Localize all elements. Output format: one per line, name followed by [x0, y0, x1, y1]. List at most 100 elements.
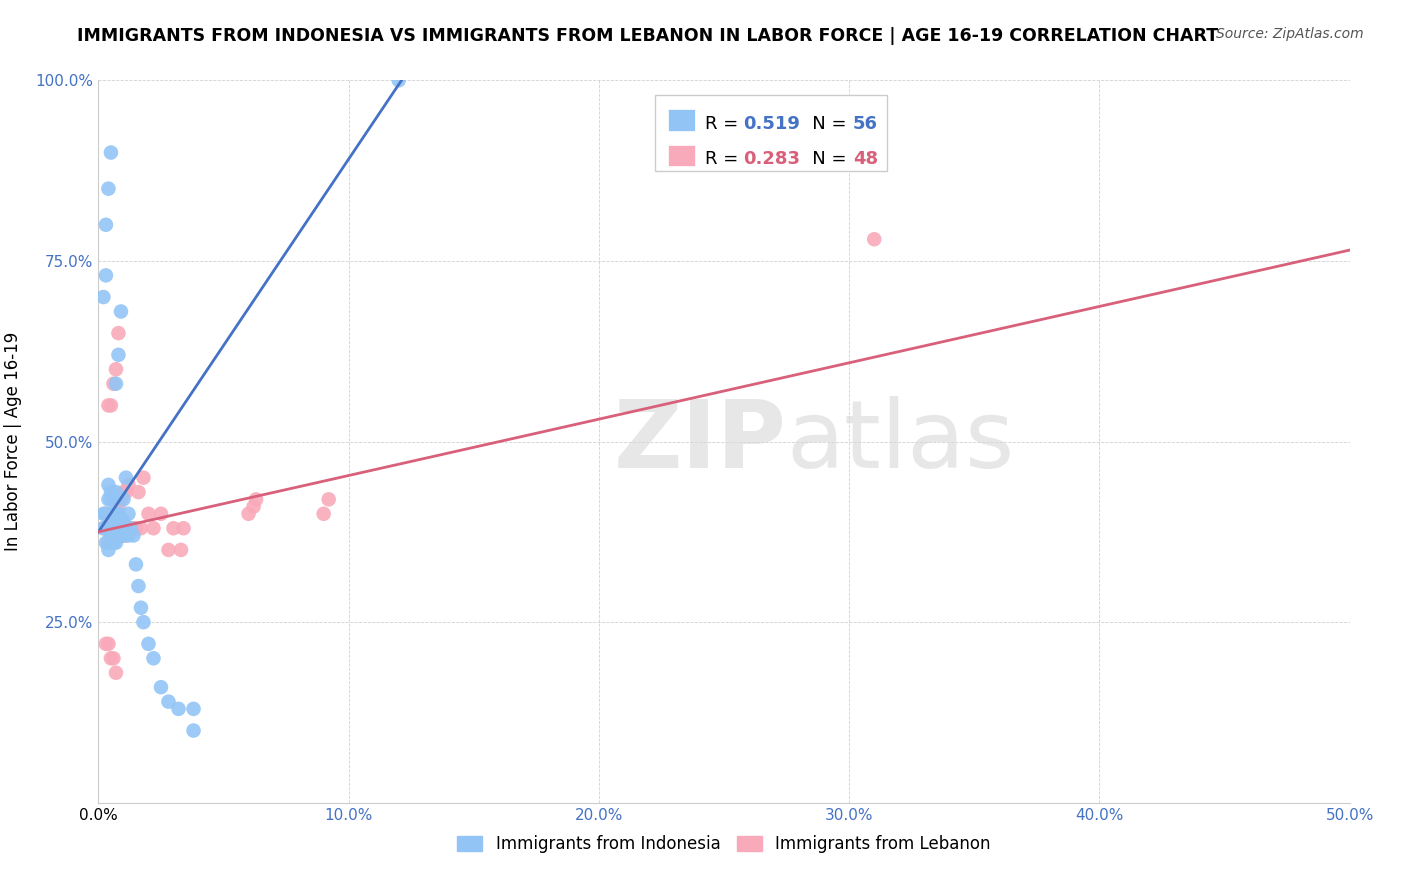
Point: [103, 376, 125, 391]
Point: [245, 492, 267, 507]
Point: [94, 521, 117, 535]
Point: [103, 651, 125, 665]
Point: [100, 398, 122, 412]
Text: 0.519: 0.519: [742, 114, 800, 133]
Point: [94, 218, 117, 232]
Point: [125, 521, 148, 535]
Point: [150, 680, 173, 694]
Point: [103, 535, 125, 549]
Point: [103, 507, 125, 521]
Point: [183, 723, 205, 738]
Point: [100, 535, 122, 549]
Point: [129, 521, 152, 535]
Point: [125, 558, 148, 572]
Point: [107, 507, 129, 521]
Point: [132, 470, 155, 484]
Text: 48: 48: [853, 150, 879, 169]
Point: [318, 492, 340, 507]
Point: [94, 507, 117, 521]
Bar: [668, 109, 696, 131]
Point: [97, 398, 120, 412]
Point: [104, 528, 127, 542]
Point: [110, 528, 132, 542]
Point: [104, 521, 127, 535]
Point: [93, 507, 115, 521]
Text: Source: ZipAtlas.com: Source: ZipAtlas.com: [1216, 27, 1364, 41]
Point: [863, 232, 886, 246]
Point: [104, 485, 127, 500]
Point: [117, 507, 139, 521]
Point: [138, 637, 160, 651]
Point: [97, 478, 120, 492]
Point: [97, 182, 120, 196]
Point: [104, 507, 127, 521]
Point: [142, 521, 165, 535]
Point: [120, 521, 142, 535]
Point: [110, 304, 132, 318]
Text: 0.283: 0.283: [742, 150, 800, 169]
Point: [120, 521, 142, 535]
Point: [100, 528, 122, 542]
Point: [115, 470, 138, 484]
Point: [107, 528, 129, 542]
Point: [104, 362, 127, 376]
Point: [312, 507, 335, 521]
Legend: Immigrants from Indonesia, Immigrants from Lebanon: Immigrants from Indonesia, Immigrants fr…: [451, 828, 997, 860]
Point: [112, 492, 135, 507]
Point: [150, 507, 173, 521]
Point: [93, 290, 115, 304]
Point: [112, 528, 135, 542]
Point: [117, 521, 139, 535]
Point: [103, 521, 125, 535]
Point: [170, 542, 193, 557]
Text: ZIP: ZIP: [614, 395, 787, 488]
Point: [94, 637, 117, 651]
Text: N =: N =: [796, 114, 852, 133]
Point: [110, 492, 132, 507]
Point: [173, 521, 195, 535]
Point: [157, 542, 180, 557]
Bar: [655, 95, 887, 170]
Point: [129, 600, 152, 615]
Point: [93, 521, 115, 535]
Point: [104, 535, 127, 549]
Point: [100, 492, 122, 507]
Text: N =: N =: [796, 150, 852, 169]
Point: [127, 579, 149, 593]
Point: [100, 145, 122, 160]
Point: [162, 521, 184, 535]
Text: IMMIGRANTS FROM INDONESIA VS IMMIGRANTS FROM LEBANON IN LABOR FORCE | AGE 16-19 : IMMIGRANTS FROM INDONESIA VS IMMIGRANTS …: [77, 27, 1219, 45]
Point: [122, 528, 145, 542]
Point: [238, 507, 260, 521]
Point: [104, 665, 127, 680]
Point: [117, 528, 139, 542]
Point: [100, 651, 122, 665]
Point: [104, 507, 127, 521]
Point: [97, 521, 120, 535]
Point: [100, 507, 122, 521]
Point: [100, 528, 122, 542]
Point: [94, 268, 117, 283]
Point: [157, 695, 180, 709]
Point: [103, 492, 125, 507]
Point: [97, 637, 120, 651]
Point: [107, 326, 129, 340]
Point: [115, 485, 138, 500]
Point: [115, 521, 138, 535]
Point: [112, 514, 135, 528]
Point: [107, 500, 129, 514]
Point: [100, 521, 122, 535]
Point: [104, 376, 127, 391]
Point: [103, 507, 125, 521]
Point: [100, 485, 122, 500]
Point: [100, 507, 122, 521]
Point: [97, 535, 120, 549]
Point: [183, 702, 205, 716]
Point: [167, 702, 190, 716]
Bar: [668, 145, 696, 167]
Point: [110, 514, 132, 528]
Point: [388, 73, 411, 87]
Point: [142, 651, 165, 665]
Point: [117, 478, 139, 492]
Point: [103, 535, 125, 549]
